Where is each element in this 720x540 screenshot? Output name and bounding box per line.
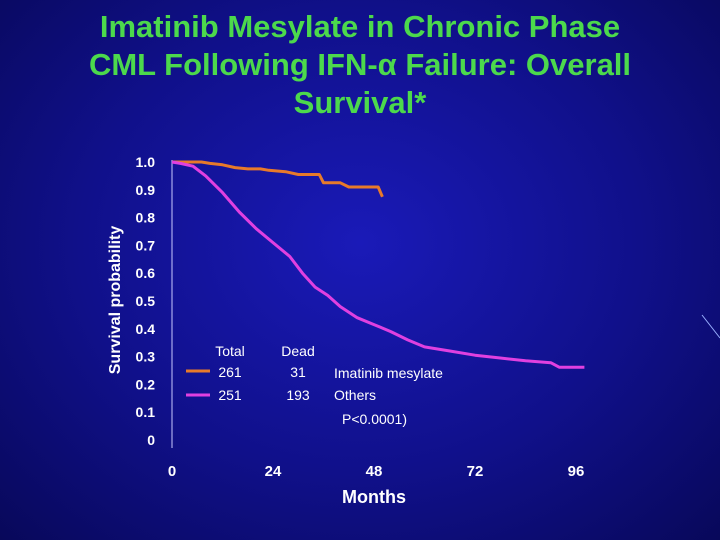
title-line-1: Imatinib Mesylate in Chronic Phase [99, 9, 621, 44]
legend-label-imatinib: Imatinib mesylate [334, 365, 443, 381]
legend-dead-imatinib: 31 [290, 364, 306, 380]
y-tick-label: 0.3 [136, 349, 156, 365]
series-lines [171, 160, 585, 369]
x-tick-label: 72 [467, 463, 484, 480]
series-line-imatinib [172, 160, 384, 198]
y-tick-label: 0 [147, 432, 155, 448]
y-tick-label: 0.2 [136, 376, 156, 392]
x-axis-label: Months [342, 487, 406, 507]
legend-total-others: 251 [218, 387, 242, 403]
y-tick-label: 0.7 [136, 237, 156, 253]
y-ticks: 1.0 0.9 0.8 0.7 0.6 0.5 0.4 0.3 0.2 0.1 0 [136, 154, 156, 448]
y-tick-label: 0.4 [136, 321, 156, 337]
y-tick-label: 1.0 [136, 154, 156, 170]
x-ticks: 0 24 48 72 96 [168, 463, 585, 480]
p-value: P<0.0001) [342, 411, 407, 427]
legend-dead-others: 193 [286, 387, 310, 403]
title-line-2: CML Following IFN-α Failure: Overall [88, 47, 632, 82]
legend-total-imatinib: 261 [218, 364, 242, 380]
y-tick-label: 0.1 [136, 404, 156, 420]
y-tick-label: 0.8 [136, 210, 156, 226]
x-tick-label: 0 [168, 463, 176, 480]
y-tick-label: 0.9 [136, 182, 156, 198]
decorative-line [701, 314, 720, 339]
chart-title: Imatinib Mesylate in Chronic Phase CML F… [20, 8, 700, 122]
x-tick-label: 96 [568, 463, 585, 480]
y-tick-label: 0.5 [136, 293, 156, 309]
legend: Total Dead 261 31 Imatinib mesylate 251 … [186, 343, 443, 427]
y-tick-label: 0.6 [136, 265, 156, 281]
legend-label-others: Others [334, 387, 376, 403]
x-tick-label: 24 [265, 463, 282, 480]
series-line-others [171, 160, 585, 369]
x-tick-label: 48 [366, 463, 383, 480]
title-line-3: Survival* [293, 85, 427, 120]
legend-header-total: Total [215, 343, 245, 359]
y-axis-label: Survival probability [107, 226, 124, 375]
legend-header-dead: Dead [281, 343, 314, 359]
